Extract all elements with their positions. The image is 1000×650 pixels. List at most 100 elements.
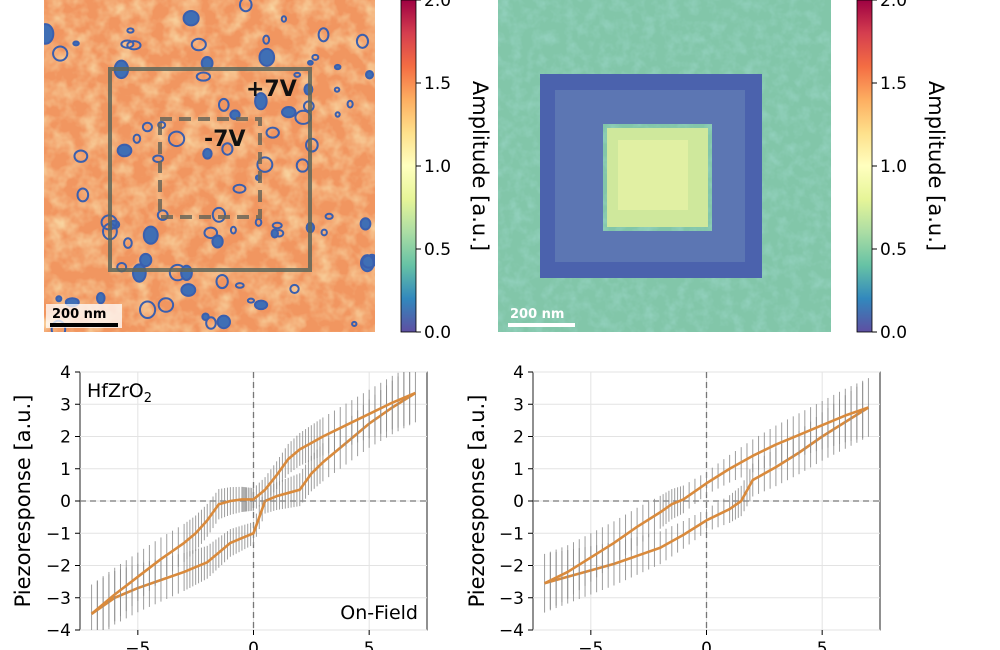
y-tick-label: −1	[499, 524, 524, 544]
blue-domain	[203, 226, 219, 240]
blue-domain	[211, 206, 227, 223]
blue-domain	[307, 59, 314, 66]
blue-domain	[293, 71, 302, 78]
y-tick-label: 3	[513, 395, 524, 415]
colorbar-left-tick-label: 0.0	[424, 323, 451, 343]
blue-domain	[351, 320, 358, 327]
blue-domain	[141, 121, 153, 133]
blue-domain	[138, 300, 157, 320]
x-tick-label: 5	[817, 639, 828, 650]
colorbar-left-tick-label: 1.5	[424, 74, 451, 94]
blue-domain	[116, 143, 133, 158]
y-tick-label: 1	[513, 460, 524, 480]
blue-domain	[72, 40, 80, 47]
colorbar-right-tick-label: 0.5	[880, 240, 907, 260]
x-tick-label: 0	[248, 639, 259, 650]
colorbar-right-tick-label: 1.5	[880, 74, 907, 94]
plot-left-corner-label: On-Field	[340, 602, 418, 624]
blue-domain	[52, 45, 69, 62]
write-region-box-plus	[108, 67, 312, 272]
colorbar-left-gradient	[400, 0, 417, 333]
blue-domain	[365, 69, 375, 80]
blue-domain	[317, 27, 330, 43]
blue-domain	[216, 314, 231, 330]
amplitude-map-left: +7V -7V 200 nm	[44, 0, 375, 332]
blue-domain	[55, 295, 63, 303]
y-tick-label: −4	[499, 621, 524, 641]
plot-right-ylabel: Piezoresponse [a.u.]	[465, 395, 489, 608]
amplitude-map-right: 200 nm	[498, 0, 831, 332]
blue-domain	[96, 292, 106, 305]
blue-domain	[280, 106, 297, 119]
blue-domain	[346, 99, 354, 109]
colorbar-right-label: Amplitude [a.u.]	[924, 81, 948, 251]
blue-domain	[324, 212, 334, 220]
blue-domain	[139, 252, 153, 268]
y-tick-label: 4	[60, 363, 71, 383]
blue-domain	[201, 312, 210, 322]
blue-domain	[229, 109, 241, 121]
blue-domain	[234, 282, 245, 289]
blue-domain-group	[44, 0, 375, 332]
blue-domain	[254, 92, 268, 111]
blue-domain	[211, 234, 224, 249]
series-line-2	[90, 391, 416, 615]
y-tick-label: 1	[60, 460, 71, 480]
blue-domain	[256, 156, 274, 173]
blue-domain	[221, 142, 234, 156]
blue-domain	[180, 264, 193, 281]
write-region-box-minus	[158, 117, 262, 219]
blue-domain	[333, 86, 341, 93]
blue-domain	[355, 33, 370, 49]
blue-domain	[311, 53, 320, 61]
y-tick-label: 2	[513, 428, 524, 448]
blue-domain	[205, 316, 217, 330]
y-tick-label: −4	[46, 621, 71, 641]
colorbar-right: 0.0 0.5 1.0 1.5 2.0 Amplitude [a.u.]	[856, 0, 948, 343]
blue-domain	[76, 187, 90, 203]
y-tick-label: 0	[513, 492, 524, 512]
blue-domain	[132, 133, 142, 144]
blue-domain	[190, 37, 207, 52]
y-tick-label: −1	[46, 524, 71, 544]
scale-bar-label-right: 200 nm	[510, 307, 564, 322]
blue-domain	[258, 47, 276, 67]
blue-domain	[289, 283, 300, 295]
blue-domain	[232, 183, 247, 194]
blue-domain	[359, 217, 372, 231]
blue-domain	[167, 130, 186, 148]
y-tick-label: 3	[60, 395, 71, 415]
y-tick-label: −2	[46, 557, 71, 577]
blue-domain	[195, 71, 212, 82]
y-tick-label: −3	[499, 589, 524, 609]
series-line-2	[543, 406, 869, 585]
x-tick-label: −5	[578, 639, 603, 650]
colorbar-right-tick-label: 1.0	[880, 157, 907, 177]
colorbar-left-tick-label: 0.5	[424, 240, 451, 260]
y-tick-label: 4	[513, 363, 524, 383]
y-tick-label: 2	[60, 428, 71, 448]
annotation-plus7v: +7V	[246, 77, 297, 102]
blue-domain	[238, 0, 253, 13]
blue-domain	[229, 225, 237, 235]
blue-domain	[246, 297, 256, 304]
colorbar-left-tick-label: 1.0	[424, 157, 451, 177]
colorbar-left: 0.0 0.5 1.0 1.5 2.0 Amplitude [a.u.]	[400, 0, 492, 343]
y-tick-label: −2	[499, 557, 524, 577]
plot-left-ylabel: Piezoresponse [a.u.]	[11, 395, 35, 608]
blue-domain	[333, 63, 342, 71]
blue-domain	[270, 228, 279, 239]
blue-domain	[157, 297, 175, 313]
blue-domain	[44, 23, 55, 45]
blue-domain	[265, 126, 280, 139]
blue-domain	[123, 237, 133, 249]
blue-domain	[182, 9, 200, 27]
y-tick-label: −3	[46, 589, 71, 609]
blue-domain	[126, 40, 142, 51]
dark-square-frame-texture	[555, 90, 745, 262]
colorbar-right-tick-label: 0.0	[880, 323, 907, 343]
scale-bar-label-left: 200 nm	[52, 307, 106, 322]
blue-domain	[334, 111, 341, 118]
colorbar-right-gradient	[856, 0, 873, 333]
